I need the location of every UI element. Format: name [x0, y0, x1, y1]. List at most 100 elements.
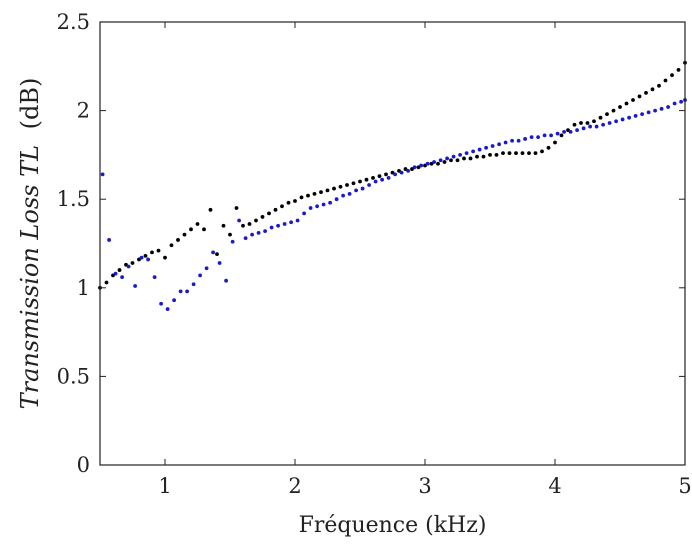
data-point-series-2: [614, 119, 618, 124]
data-point-series-2: [386, 176, 391, 180]
data-point-series-1: [280, 204, 284, 209]
data-point-series-1: [468, 156, 473, 161]
data-point-series-2: [367, 183, 371, 187]
data-point-series-2: [302, 211, 306, 216]
data-point-series-1: [475, 154, 479, 159]
data-point-series-1: [195, 222, 200, 226]
data-point-series-1: [650, 87, 655, 92]
y-tick-label: 0: [77, 453, 90, 477]
data-point-series-2: [230, 239, 235, 244]
data-point-series-2: [594, 124, 599, 129]
data-point-series-1: [364, 177, 369, 182]
data-point-series-1: [611, 108, 616, 113]
data-point-series-2: [646, 110, 651, 115]
data-point-series-2: [555, 131, 560, 136]
data-point-series-1: [605, 112, 609, 117]
data-point-series-1: [462, 156, 466, 161]
data-point-series-2: [172, 298, 177, 303]
data-point-series-1: [637, 94, 642, 99]
data-point-series-2: [679, 99, 683, 104]
data-point-series-2: [165, 307, 170, 311]
data-point-series-1: [332, 186, 336, 191]
data-point-series-2: [198, 273, 203, 278]
data-point-series-2: [334, 197, 339, 202]
data-point-series-1: [234, 206, 239, 210]
data-point-series-1: [189, 227, 193, 232]
data-point-series-2: [627, 115, 631, 120]
data-point-series-1: [559, 133, 564, 138]
x-tick-label: 5: [678, 474, 691, 498]
data-point-series-2: [178, 289, 183, 294]
y-axis-label-unit: (dB): [16, 78, 44, 130]
data-point-series-1: [527, 151, 531, 156]
data-point-series-1: [208, 207, 213, 212]
data-point-series-2: [139, 255, 144, 260]
data-point-series-1: [572, 122, 577, 127]
data-point-series-2: [191, 282, 196, 287]
y-axis-label-italic: Transmission Loss TL: [16, 145, 44, 409]
data-point-series-2: [581, 126, 586, 131]
data-point-series-1: [520, 151, 525, 156]
data-point-series-2: [419, 163, 423, 168]
data-point-series-2: [380, 177, 384, 182]
data-point-series-1: [358, 179, 362, 184]
data-point-series-2: [503, 140, 508, 145]
data-point-series-2: [354, 188, 358, 193]
data-point-series-2: [315, 204, 319, 209]
data-point-series-1: [150, 250, 154, 255]
data-point-series-1: [325, 188, 330, 193]
data-point-series-2: [159, 301, 164, 306]
x-axis-label: Fréquence (kHz): [299, 513, 487, 538]
data-point-series-2: [204, 266, 209, 271]
data-point-series-1: [247, 222, 252, 226]
data-point-series-2: [133, 284, 138, 288]
data-point-series-1: [176, 238, 180, 242]
data-point-series-2: [477, 147, 482, 152]
data-point-series-1: [202, 227, 206, 232]
data-point-series-1: [228, 232, 232, 237]
x-tick-label: 3: [418, 474, 431, 498]
data-point-series-2: [406, 168, 410, 173]
data-point-series-1: [553, 140, 557, 145]
data-point-series-1: [267, 211, 271, 216]
data-point-series-2: [185, 289, 190, 294]
data-point-series-1: [488, 153, 492, 157]
data-point-series-1: [156, 248, 161, 253]
data-point-series-2: [568, 129, 573, 134]
data-point-series-1: [241, 223, 245, 228]
y-tick-label: 2: [77, 99, 90, 123]
axis-ticks: 1 2 3 4 5 0 0.5 1 1.5 2 2.5: [57, 10, 692, 498]
data-point-series-2: [295, 218, 300, 223]
data-point-series-1: [221, 223, 226, 228]
data-point-series-2: [601, 122, 605, 127]
data-point-series-2: [640, 112, 644, 117]
data-point-series-2: [588, 124, 592, 129]
data-point-series-1: [624, 101, 629, 106]
data-point-series-2: [263, 229, 267, 233]
data-point-series-2: [536, 135, 540, 140]
data-point-series-2: [666, 105, 670, 109]
data-point-series-2: [126, 264, 131, 269]
data-point-series-1: [143, 254, 148, 258]
data-point-series-1: [130, 261, 135, 265]
y-tick-label: 2.5: [57, 10, 90, 34]
data-point-series-2: [471, 149, 475, 154]
data-point-series-2: [659, 106, 664, 111]
data-point-series-2: [276, 223, 280, 228]
data-point-series-1: [377, 174, 382, 179]
data-point-series-1: [676, 67, 681, 72]
data-point-series-2: [549, 133, 553, 138]
data-point-series-1: [163, 255, 167, 260]
data-point-series-2: [120, 275, 124, 280]
data-point-series-1: [540, 149, 544, 154]
data-point-series-2: [432, 160, 436, 164]
data-point-series-2: [373, 179, 378, 184]
data-point-series-2: [445, 156, 449, 161]
x-tick-label: 4: [548, 474, 561, 498]
data-point-series-2: [425, 161, 430, 166]
data-point-series-1: [273, 207, 278, 212]
data-point-series-2: [490, 144, 495, 148]
data-point-series-1: [371, 176, 375, 180]
data-point-series-1: [104, 280, 109, 285]
